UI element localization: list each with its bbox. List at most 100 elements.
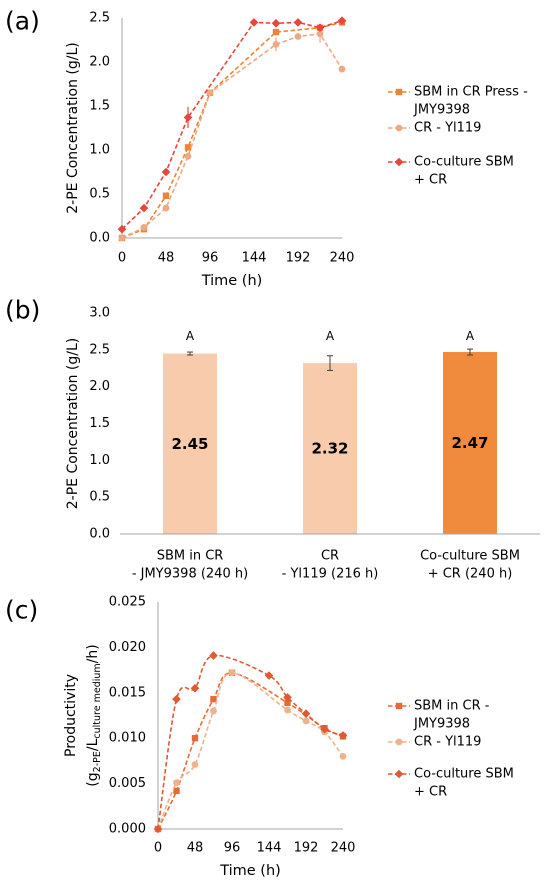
panel-a-series-2-point bbox=[184, 152, 192, 160]
panel-c-series-2-point bbox=[302, 717, 310, 725]
panel-a-y-tick-label: 1.0 bbox=[89, 143, 110, 158]
panel-a-series-2-legend-label: CR - Yl119 bbox=[414, 121, 481, 136]
panel-a-x-tick-label: 192 bbox=[286, 251, 311, 266]
panel-a-y-tick-label: 2.0 bbox=[89, 55, 110, 70]
panel-a-series-1-legend-label: SBM in CR Press - bbox=[414, 85, 528, 100]
panel-c-y-tick-label: 0.000 bbox=[109, 822, 146, 837]
panel-c-x-tick-label: 96 bbox=[224, 841, 241, 856]
panel-b-y-axis-title-group: 2-PE Concentration (g/L) bbox=[65, 338, 81, 510]
panel-b-bar-3-significance-letter: A bbox=[466, 329, 475, 343]
panel-a-series-3-point bbox=[139, 203, 149, 213]
panel-c-series-1-legend-marker bbox=[395, 702, 403, 710]
panel-c-series-1-legend-label: SBM in CR - bbox=[414, 699, 490, 714]
panel-b-panel-label: (b) bbox=[5, 296, 40, 325]
panel-c-series-1-point bbox=[284, 699, 291, 706]
panel-a-series-2-legend-marker bbox=[395, 124, 403, 132]
panel-c-x-tick-label: 48 bbox=[187, 841, 204, 856]
panel-a-series-3-legend-label: Co-culture SBM bbox=[414, 155, 514, 170]
panel-c-y-tick-label: 0.020 bbox=[109, 640, 146, 655]
panel-c-series-1-point bbox=[191, 735, 199, 742]
panel-c-series-3-point bbox=[320, 724, 329, 734]
panel-a-x-tick-label: 48 bbox=[158, 251, 175, 266]
panel-c-series-3-legend-label: Co-culture SBM bbox=[414, 767, 514, 782]
panel-a-series-2-point bbox=[162, 204, 170, 212]
panel-c-series-3-point bbox=[153, 824, 163, 834]
panel-a-series-3-legend-label: + CR bbox=[414, 173, 447, 188]
panel-b-y-tick-label: 1.0 bbox=[89, 453, 110, 468]
panel-c-series-3-legend-marker bbox=[394, 769, 404, 779]
panel-a-series-3-point bbox=[271, 18, 281, 28]
panel-c-x-tick-label: 240 bbox=[331, 841, 356, 856]
panel-c-series-2-point bbox=[191, 761, 199, 768]
panel-b-bar-3-category-label: Co-culture SBM bbox=[420, 549, 520, 564]
panel-c-y-tick-label: 0.015 bbox=[109, 685, 146, 700]
panel-a-series-3-point bbox=[183, 113, 193, 122]
panel-a-y-tick-label: 0.5 bbox=[89, 187, 110, 202]
panel-c-x-tick-label: 192 bbox=[294, 841, 319, 856]
panel-a-series-2-line bbox=[121, 32, 343, 239]
panel-b-bar-1-value-label: 2.45 bbox=[171, 435, 208, 453]
panel-a-x-tick-label: 240 bbox=[330, 251, 355, 266]
panel-c-series-1-point bbox=[173, 787, 180, 795]
panel-c-y-axis-title-part: /L bbox=[85, 738, 101, 751]
panel-c-series-2-line bbox=[157, 672, 344, 830]
panel-b-bar-2-significance-letter: A bbox=[326, 329, 335, 343]
panel-c-y-axis-title-subscript: 2-PE bbox=[92, 751, 103, 772]
panel-a-series-1-legend-marker bbox=[395, 88, 403, 96]
panel-a-x-tick-label: 96 bbox=[202, 251, 219, 266]
panel-c-series-3-point bbox=[209, 651, 218, 660]
panel-a-series-2-point bbox=[206, 89, 214, 97]
panel-b-y-tick-label: 2.0 bbox=[89, 379, 110, 394]
panel-c-series-2-point bbox=[228, 669, 236, 677]
panel-c-y-axis-title-part: /h) bbox=[85, 644, 101, 663]
panel-c-y-axis-title-line-2-group: (g2-PE/Lculture medium/h) bbox=[85, 644, 103, 786]
panel-a-x-tick-label: 144 bbox=[242, 251, 267, 266]
panel-c-series-1-line bbox=[157, 672, 344, 830]
panel-a-series-3-point bbox=[161, 167, 171, 177]
panel-b-bar-1-category-label: SBM in CR bbox=[157, 549, 224, 564]
panel-b-y-tick-label: 0.0 bbox=[89, 527, 110, 542]
panel-b-y-tick-label: 0.5 bbox=[89, 490, 110, 505]
panel-a-x-tick-label: 0 bbox=[118, 251, 126, 266]
panel-a-x-axis-title: Time (h) bbox=[201, 273, 263, 289]
panel-c-series-2-legend-label: CR - Yl119 bbox=[414, 735, 481, 750]
panel-a-series-3-point bbox=[337, 16, 347, 25]
panel-a-y-axis-title-group: 2-PE Concentration (g/L) bbox=[65, 42, 81, 214]
panel-a-series-2-point bbox=[316, 30, 324, 38]
panel-a-series-3-line bbox=[121, 19, 343, 230]
panel-c-y-tick-label: 0.025 bbox=[109, 595, 146, 610]
panel-b-y-tick-label: 2.5 bbox=[89, 342, 110, 357]
panel-c-series-1-legend-label: JMY9398 bbox=[413, 717, 470, 732]
panel-a-series-1-line bbox=[121, 21, 343, 239]
panel-c-series-3-line bbox=[157, 654, 344, 830]
panel-a-series-1-legend-label: JMY9398 bbox=[413, 103, 470, 118]
panel-b-bar-2-value-label: 2.32 bbox=[311, 440, 348, 458]
panel-b-bar-1-category-label: - JMY9398 (240 h) bbox=[132, 567, 248, 582]
panel-b-bar-3 bbox=[443, 352, 497, 534]
panel-c-series-3-point bbox=[301, 709, 311, 718]
panel-b-bar-1 bbox=[163, 353, 217, 534]
panel-a-series-1-point bbox=[162, 192, 170, 199]
panel-c-series-3-point bbox=[338, 731, 348, 740]
panel-c-y-axis-title-line-1-group: Productivity bbox=[63, 674, 79, 757]
panel-a-concentration-line-chart: (a) 0.0 0.5 1.0 1.5 2.0 2.5 2-PE Concentration … bbox=[5, 7, 528, 290]
panel-a-series-2-point bbox=[272, 41, 280, 48]
panel-c-y-tick-label: 0.010 bbox=[109, 731, 146, 746]
panel-c-y-axis-title-line-2: (g2-PE/Lculture medium/h) bbox=[85, 644, 103, 786]
panel-c-y-axis-title-subscript: culture medium bbox=[92, 663, 103, 738]
panel-c-series-3-legend-label: + CR bbox=[414, 785, 447, 800]
panel-b-y-axis-title: 2-PE Concentration (g/L) bbox=[65, 338, 81, 510]
panel-b-bar-3-value-label: 2.47 bbox=[451, 434, 488, 452]
panel-c-y-axis-title-line-1: Productivity bbox=[63, 674, 79, 757]
panel-b-bar-2 bbox=[303, 363, 357, 534]
panel-c-series-3-point bbox=[172, 694, 181, 704]
panel-b-concentration-bar-chart: (b) 0.0 0.5 1.0 1.5 2.0 2.5 3.0 2-PE Concentrati… bbox=[5, 296, 540, 582]
panel-a-series-2-point bbox=[294, 33, 302, 40]
panel-a-series-2-point bbox=[118, 234, 126, 242]
panel-a-y-axis-title: 2-PE Concentration (g/L) bbox=[65, 42, 81, 214]
panel-b-bar-3-category-label: + CR (240 h) bbox=[428, 567, 513, 582]
panel-c-y-axis-title-part: (g bbox=[85, 772, 101, 786]
panel-c-series-2-point bbox=[339, 752, 347, 760]
panel-a-y-tick-label: 2.5 bbox=[89, 11, 110, 26]
